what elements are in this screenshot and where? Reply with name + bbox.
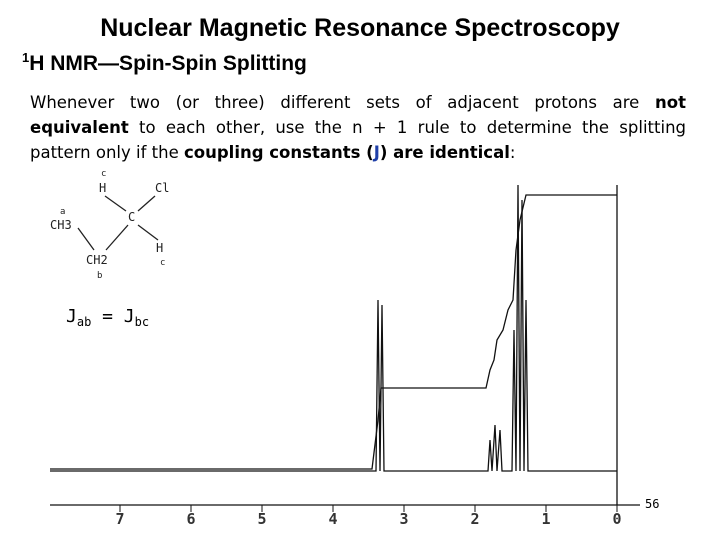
tick-label: 1 bbox=[541, 510, 550, 528]
atom-label: Cl bbox=[155, 181, 169, 195]
text-run: : bbox=[509, 143, 516, 162]
tick-label: 0 bbox=[612, 510, 621, 528]
atom-label: c bbox=[160, 258, 165, 268]
atom-label: c bbox=[101, 169, 106, 179]
superscript: 1 bbox=[22, 50, 30, 65]
atom-label: b bbox=[97, 271, 102, 281]
structure: c H Cl a CH3 C H c CH2 b bbox=[50, 169, 169, 281]
paragraph: Whenever two (or three) different sets o… bbox=[30, 90, 686, 165]
subtitle-text: H NMR—Spin-Spin Splitting bbox=[29, 52, 307, 75]
text-run: Whenever two (or three) different sets o… bbox=[30, 93, 656, 112]
title: Nuclear Magnetic Resonance Spectroscopy bbox=[100, 14, 620, 42]
integration bbox=[50, 194, 617, 470]
text-run: not equivalent bbox=[30, 93, 686, 137]
atom-label: CH2 bbox=[86, 253, 108, 267]
eq-part: = J bbox=[91, 306, 134, 327]
text-run: ) are identical bbox=[379, 143, 510, 162]
equation: Jab = Jbc bbox=[66, 306, 149, 329]
axis: 7 6 5 4 3 2 1 0 bbox=[115, 505, 622, 528]
tick-label: 6 bbox=[186, 510, 195, 528]
atom-label: CH3 bbox=[50, 218, 72, 232]
text-run: to each other, use the n + 1 rule to det… bbox=[30, 118, 686, 162]
tick-label: 7 bbox=[115, 510, 124, 528]
eq-sub: ab bbox=[77, 315, 91, 329]
eq-sub: bc bbox=[135, 315, 149, 329]
eq-part: J bbox=[66, 306, 77, 327]
peaks bbox=[50, 184, 617, 472]
atom-label: C bbox=[128, 210, 135, 224]
spectrum bbox=[50, 184, 640, 506]
bonds bbox=[77, 195, 159, 251]
atom-label: a bbox=[60, 207, 65, 217]
atom-label: H bbox=[156, 241, 163, 255]
tick-label: 2 bbox=[470, 510, 479, 528]
text-run: coupling constants ( bbox=[183, 143, 374, 162]
page-number: 56 bbox=[645, 497, 659, 511]
tick-label: 5 bbox=[257, 510, 266, 528]
text-run: J bbox=[373, 143, 380, 162]
atom-label: H bbox=[99, 181, 106, 195]
subtitle: 1H NMR—Spin-Spin Splitting bbox=[22, 50, 307, 76]
tick-label: 3 bbox=[399, 510, 408, 528]
tick-label: 4 bbox=[328, 510, 337, 528]
